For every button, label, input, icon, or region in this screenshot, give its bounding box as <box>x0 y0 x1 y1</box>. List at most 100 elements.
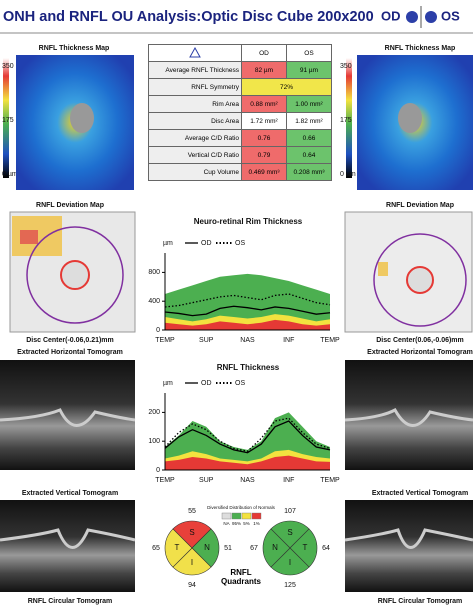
x-tick-label: TEMP <box>320 337 340 344</box>
os-value: 0.208 mm³ <box>287 164 332 181</box>
quadrants-title: RNFL Quadrants <box>218 568 264 586</box>
quadrant-value: 65 <box>152 545 160 552</box>
legend-swatch <box>242 513 251 519</box>
scale-label: 350 <box>340 63 352 70</box>
report-title: ONH and RNFL OU Analysis:Optic Disc Cube… <box>3 9 374 25</box>
report: ONH and RNFL OU Analysis:Optic Disc Cube… <box>0 0 473 605</box>
row-label: Disc Area <box>149 113 242 130</box>
quadrant-value: 94 <box>188 582 196 589</box>
panel-label: Extracted Vertical Tomogram <box>372 490 468 497</box>
od-value: 1.72 mm² <box>242 113 287 130</box>
legend-swatch <box>222 513 231 519</box>
od-label: OD <box>381 8 401 23</box>
unit-label: µm <box>163 240 173 247</box>
row-label: Average C/D Ratio <box>149 130 242 147</box>
header-cell: OD <box>242 45 287 62</box>
panel-label: RNFL Thickness Map <box>385 45 456 52</box>
os-value: 0.64 <box>287 147 332 164</box>
y-tick-label: 200 <box>148 409 160 416</box>
od-dot <box>406 11 418 23</box>
chart-title: Neuro-retinal Rim Thickness <box>194 217 303 226</box>
disc-outline <box>61 261 89 289</box>
legend-title: Diversified Distribution of Normals <box>207 505 276 510</box>
decoration <box>190 48 200 57</box>
quadrant-letter: I <box>289 558 291 567</box>
scale-label: 175 <box>340 117 352 124</box>
y-tick-label: 100 <box>148 438 160 445</box>
scale-label: 0 µm <box>2 171 18 178</box>
panel-label: RNFL Circular Tomogram <box>28 598 113 605</box>
panel-label: RNFL Deviation Map <box>386 202 454 209</box>
warning-cell <box>149 45 242 62</box>
x-tick-label: TEMP <box>155 337 175 344</box>
header-cell: OS <box>287 45 332 62</box>
disc-center: Disc Center(0.06,-0.06)mm <box>376 337 464 344</box>
od-value: 0.88 mm² <box>242 96 287 113</box>
disc-outline <box>407 267 433 293</box>
x-tick-label: TEMP <box>155 477 175 484</box>
os-value: 1.82 mm² <box>287 113 332 130</box>
row-label: Vertical C/D Ratio <box>149 147 242 164</box>
row-label: Rim Area <box>149 96 242 113</box>
table-row: Disc Area1.72 mm²1.82 mm² <box>149 113 332 130</box>
quadrant-value: 107 <box>284 508 296 515</box>
table-header: ODOS <box>149 45 332 62</box>
deviation-map <box>345 212 472 332</box>
os-value: 91 µm <box>287 62 332 79</box>
panel-label: Extracted Vertical Tomogram <box>22 490 118 497</box>
os-label: OS <box>441 8 460 23</box>
table-row: Rim Area0.88 mm²1.00 mm² <box>149 96 332 113</box>
panel-label: RNFL Circular Tomogram <box>378 598 463 605</box>
y-tick-label: 0 <box>156 327 160 334</box>
legend-label: OS <box>235 240 245 247</box>
x-tick-label: SUP <box>199 477 214 484</box>
parameter-table: ODOS Average RNFL Thickness82 µm91 µm RN… <box>148 44 332 181</box>
x-tick-label: INF <box>283 337 294 344</box>
x-tick-label: NAS <box>240 337 255 344</box>
scale-label: 175 <box>2 117 14 124</box>
quadrant-value: 55 <box>188 508 196 515</box>
quadrant-value: 67 <box>250 545 258 552</box>
legend-label: OS <box>235 380 245 387</box>
quadrant-letter: T <box>303 543 308 552</box>
od-value: 0.79 <box>242 147 287 164</box>
decoration: ODOS Average RNFL Thickness82 µm91 µm RN… <box>149 45 332 181</box>
quadrant-value: 125 <box>284 582 296 589</box>
x-tick-label: NAS <box>240 477 255 484</box>
os-value: 1.00 mm² <box>287 96 332 113</box>
scale-label: 350 <box>2 63 14 70</box>
legend-swatch <box>232 513 241 519</box>
y-tick-label: 400 <box>148 298 160 305</box>
scale-label: 0 µm <box>340 171 356 178</box>
quadrant-letter: N <box>272 543 278 552</box>
row-label: Cup Volume <box>149 164 242 181</box>
quadrant-letter: N <box>204 543 210 552</box>
os-dot <box>425 11 437 23</box>
x-tick-label: INF <box>283 477 294 484</box>
od-value: 82 µm <box>242 62 287 79</box>
deviation-patch <box>378 262 388 276</box>
quadrant-letter: S <box>189 528 194 537</box>
table-row: Vertical C/D Ratio0.790.64 <box>149 147 332 164</box>
row-label: Average RNFL Thickness <box>149 62 242 79</box>
chart-title: RNFL Thickness <box>217 363 280 372</box>
legend-swatch <box>252 513 261 519</box>
panel-label: Extracted Horizontal Tomogram <box>367 349 473 356</box>
x-tick-label: SUP <box>199 337 214 344</box>
symmetry-value: 72% <box>242 79 332 96</box>
y-tick-label: 0 <box>156 467 160 474</box>
od-value: 0.469 mm³ <box>242 164 287 181</box>
legend-label: OD <box>201 240 212 247</box>
deviation-patch <box>20 230 38 244</box>
x-tick-label: TEMP <box>320 477 340 484</box>
tomogram <box>345 360 473 470</box>
legend-label: 5% <box>243 521 250 526</box>
legend-label: NA <box>223 521 229 526</box>
quadrant-value: 64 <box>322 545 330 552</box>
panel-label: RNFL Deviation Map <box>36 202 104 209</box>
y-tick-label: 800 <box>148 269 160 276</box>
panel-label: Extracted Horizontal Tomogram <box>17 349 123 356</box>
